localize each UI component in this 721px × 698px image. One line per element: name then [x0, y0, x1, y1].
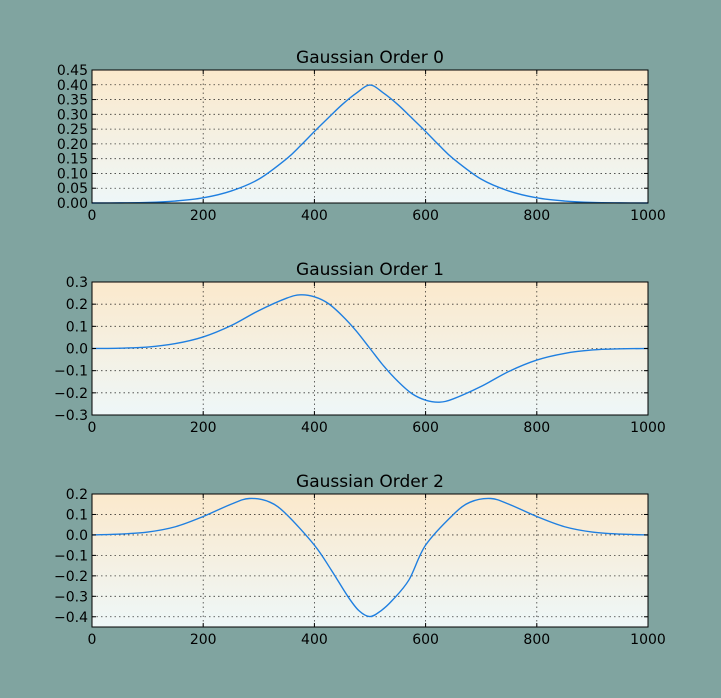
x-tick-label: 600 [412, 208, 439, 224]
y-tick-label: −0.4 [54, 610, 88, 626]
x-tick-label: 800 [523, 632, 550, 648]
y-tick-label: 0.1 [66, 319, 88, 335]
axes-frame [91, 493, 649, 628]
y-tick-label: 0.35 [57, 93, 88, 109]
y-tick-label: 0.15 [57, 152, 88, 168]
y-tick-label: 0.05 [57, 181, 88, 197]
y-tick-label: 0.3 [66, 275, 88, 291]
chart-panel-0: 0 200 400 600 800 1000 0.000.050.100.150.200.2… [57, 48, 666, 224]
x-tick-label: 1000 [630, 420, 666, 436]
y-tick-label: −0.3 [54, 589, 88, 605]
y-tick-label: 0.2 [66, 487, 88, 503]
y-tick-label: 0.45 [57, 63, 88, 79]
y-tick-label: −0.2 [54, 386, 88, 402]
x-tick-label: 800 [523, 208, 550, 224]
x-tick-label: 600 [412, 632, 439, 648]
x-tick-label: 400 [301, 632, 328, 648]
x-tick-label: 400 [301, 208, 328, 224]
y-tick-label: 0.2 [66, 297, 88, 313]
chart-title: Gaussian Order 2 [296, 472, 444, 492]
y-tick-label: 0.1 [66, 507, 88, 523]
x-tick-label: 0 [88, 420, 97, 436]
y-tick-label: 0.10 [57, 166, 88, 182]
x-tick-label: 200 [190, 632, 217, 648]
chart-panel-1: 0 200 400 600 800 1000 −0.3 −0.2 −0.1 0.0 0.1 0.2 0.… [54, 260, 666, 436]
series-line-0 [91, 294, 649, 403]
x-tick-label: 800 [523, 420, 550, 436]
chart-title: Gaussian Order 1 [296, 260, 444, 280]
series-line-0 [91, 84, 649, 204]
y-tick-label: −0.2 [54, 569, 88, 585]
y-tick-label: 0.30 [57, 107, 88, 123]
series-line-0 [91, 497, 649, 618]
x-tick-label: 400 [301, 420, 328, 436]
y-tick-label: −0.1 [54, 364, 88, 380]
y-tick-label: 0.20 [57, 137, 88, 153]
y-tick-label: 0.0 [66, 342, 88, 358]
x-tick-label: 200 [190, 208, 217, 224]
y-tick-label: 0.25 [57, 122, 88, 138]
plot-area-background [92, 494, 648, 627]
x-tick-label: 1000 [630, 632, 666, 648]
x-tick-label: 0 [88, 208, 97, 224]
y-tick-label: −0.3 [54, 408, 88, 424]
x-tick-label: 0 [88, 632, 97, 648]
y-tick-label: 0.00 [57, 196, 88, 212]
y-tick-label: 0.0 [66, 528, 88, 544]
y-tick-label: −0.1 [54, 548, 88, 564]
y-tick-label: 0.40 [57, 78, 88, 94]
x-tick-label: 600 [412, 420, 439, 436]
chart-title: Gaussian Order 0 [296, 48, 444, 68]
chart-panel-2: 0 200 400 600 800 1000 −0.4 −0.3 −0.2 −0.1 0.0 0.1 0… [54, 472, 666, 648]
plot-area-background [92, 70, 648, 203]
x-tick-label: 1000 [630, 208, 666, 224]
axes-frame [91, 69, 649, 204]
x-tick-label: 200 [190, 420, 217, 436]
